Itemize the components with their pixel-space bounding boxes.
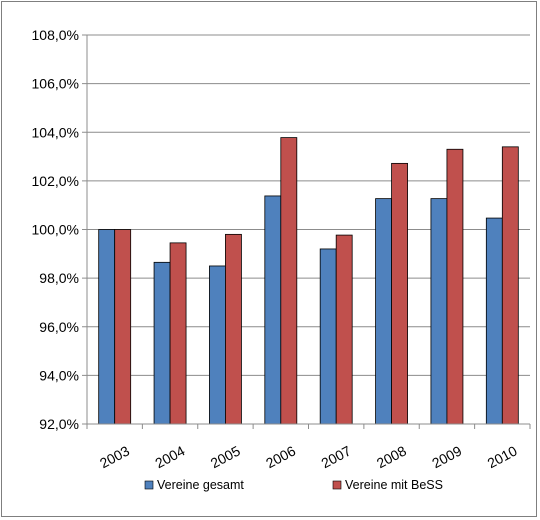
legend-swatch-vereine-mit-bess [332,480,342,490]
y-tick-label: 100,0% [32,222,79,238]
bar-vereine-gesamt-2003 [98,229,116,425]
bar-vereine-gesamt-2005 [209,265,226,425]
legend-label-vereine-gesamt: Vereine gesamt [157,478,244,492]
y-tick-label: 94,0% [39,367,79,383]
legend: Vereine gesamt Vereine mit BeSS [144,478,443,492]
y-axis-ticks: 92,0% 94,0% 96,0% 98,0% 100,0% 102,0% 104,0% 10… [32,27,79,432]
bar-vereine-gesamt-2007 [319,248,337,425]
bar-vereine-gesamt-2004 [153,261,171,425]
bar-vereine-mit-bess-2009 [446,148,464,425]
bar-vereine-mit-bess-2007 [335,234,353,425]
y-tick-label: 98,0% [39,270,79,286]
legend-label-vereine-mit-bess: Vereine mit BeSS [345,478,443,492]
bar-vereine-mit-bess-2004 [169,242,187,425]
y-tick-label: 106,0% [32,76,79,92]
x-axis-ticks: 2003 2004 2005 2006 2007 2008 2009 2010 [97,442,520,471]
y-tick-label: 92,0% [39,416,79,432]
bar-vereine-mit-bess-2010 [501,146,519,425]
y-tick-label: 102,0% [32,173,79,189]
x-tick-label: 2010 [485,442,520,471]
bar-vereine-gesamt-2006 [264,195,282,425]
bar-vereine-mit-bess-2008 [391,162,408,425]
x-tick-label: 2008 [374,442,409,471]
bar-vereine-gesamt-2010 [485,217,503,425]
y-tick-label: 104,0% [32,124,79,140]
axes [86,35,531,429]
x-tick-label: 2005 [208,442,243,471]
bar-vereine-mit-bess-2005 [225,233,242,425]
x-tick-label: 2006 [263,442,298,471]
x-tick-label: 2003 [97,442,132,471]
x-tick-label: 2009 [429,442,464,471]
bars [98,137,519,425]
bar-vereine-mit-bess-2006 [280,137,298,425]
bar-vereine-mit-bess-2003 [114,229,132,425]
y-tick-label: 108,0% [32,27,79,43]
legend-swatch-vereine-gesamt [144,480,154,490]
x-tick-label: 2007 [319,442,354,471]
y-tick-label: 96,0% [39,319,79,335]
bar-vereine-gesamt-2009 [430,198,448,425]
bar-vereine-gesamt-2008 [375,198,392,425]
x-tick-label: 2004 [152,442,187,471]
